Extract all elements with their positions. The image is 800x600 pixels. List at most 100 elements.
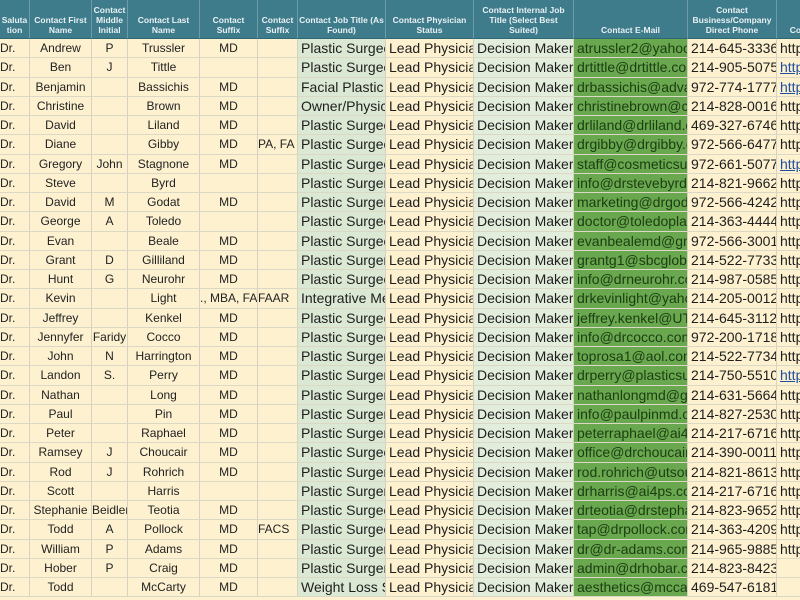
cell-physician-status[interactable]: Lead Physician (386, 558, 474, 578)
cell-middle-initial[interactable]: M (92, 193, 128, 213)
cell-suffix[interactable] (200, 212, 258, 232)
cell-job-title[interactable]: Plastic Surgeon (298, 135, 386, 155)
cell-last-name[interactable]: Trussler (128, 39, 200, 59)
cell-physician-status[interactable]: Lead Physician (386, 462, 474, 482)
cell-last-name[interactable]: Tittle (128, 58, 200, 78)
cell-phone[interactable]: 214-987-0585 (688, 270, 777, 290)
cell-suffix-2[interactable] (258, 173, 298, 193)
cell-suffix[interactable]: MD (200, 116, 258, 136)
cell-physician-status[interactable]: Lead Physician (386, 173, 474, 193)
cell-suffix-2[interactable] (258, 212, 298, 232)
cell-job-title[interactable]: Plastic Surgery (298, 462, 386, 482)
cell-suffix-2[interactable] (258, 231, 298, 251)
cell-middle-initial[interactable] (92, 173, 128, 193)
cell-job-title[interactable]: Plastic Surgeon (298, 270, 386, 290)
cell-email[interactable]: peterraphael@ai4p (574, 424, 688, 444)
cell-physician-status[interactable]: Lead Physician (386, 539, 474, 559)
cell-first-name[interactable]: Scott (30, 481, 92, 501)
cell-internal-job-title[interactable]: Decision Maker (474, 462, 574, 482)
cell-physician-status[interactable]: Lead Physician (386, 96, 474, 116)
cell-physician-status[interactable]: Lead Physician (386, 231, 474, 251)
cell-suffix[interactable]: MD (200, 404, 258, 424)
cell-internal-job-title[interactable]: Decision Maker (474, 443, 574, 463)
cell-middle-initial[interactable]: A (92, 212, 128, 232)
cell-middle-initial[interactable]: J (92, 462, 128, 482)
cell-last-name[interactable]: Harrington (128, 347, 200, 367)
cell-email[interactable]: drliland@drliland.c (574, 116, 688, 136)
cell-internal-job-title[interactable]: Decision Maker (474, 424, 574, 444)
cell-internal-job-title[interactable]: Decision Maker (474, 289, 574, 309)
cell-job-title[interactable]: Facial Plastic (298, 77, 386, 97)
cell-phone[interactable]: 214-750-5510 (688, 366, 777, 386)
cell-last-name[interactable]: Adams (128, 539, 200, 559)
cell-middle-initial[interactable]: D (92, 250, 128, 270)
cell-middle-initial[interactable] (92, 77, 128, 97)
cell-job-title[interactable]: Plastic Surgery (298, 347, 386, 367)
cell-last-name[interactable]: Perry (128, 366, 200, 386)
cell-first-name[interactable]: Stephanie (30, 501, 92, 521)
cell-url[interactable]: http (777, 58, 800, 78)
cell-suffix[interactable]: MD (200, 366, 258, 386)
cell-internal-job-title[interactable]: Decision Maker (474, 154, 574, 174)
cell-job-title[interactable]: Owner/Physician (298, 96, 386, 116)
cell-first-name[interactable]: Landon (30, 366, 92, 386)
cell-email[interactable]: info@drstevebyrd. (574, 173, 688, 193)
cell-internal-job-title[interactable]: Decision Maker (474, 173, 574, 193)
cell-phone[interactable]: 214-390-0011 (688, 443, 777, 463)
cell-first-name[interactable]: Gregory (30, 154, 92, 174)
cell-first-name[interactable]: Andrew (30, 39, 92, 59)
cell-suffix[interactable]: MD (200, 154, 258, 174)
cell-suffix-2[interactable] (258, 404, 298, 424)
cell-salutation[interactable]: Dr. (0, 443, 30, 463)
cell-last-name[interactable]: Choucair (128, 443, 200, 463)
cell-last-name[interactable]: Gibby (128, 135, 200, 155)
cell-salutation[interactable]: Dr. (0, 539, 30, 559)
cell-physician-status[interactable]: Lead Physician (386, 193, 474, 213)
cell-last-name[interactable]: Light (128, 289, 200, 309)
cell-last-name[interactable]: Neurohr (128, 270, 200, 290)
cell-physician-status[interactable]: Lead Physician (386, 154, 474, 174)
cell-salutation[interactable]: Dr. (0, 385, 30, 405)
cell-salutation[interactable]: Dr. (0, 212, 30, 232)
cell-first-name[interactable]: Evan (30, 231, 92, 251)
cell-email[interactable]: drharris@ai4ps.co (574, 481, 688, 501)
cell-suffix[interactable]: MD (200, 39, 258, 59)
cell-suffix-2[interactable] (258, 462, 298, 482)
cell-url[interactable]: http (777, 193, 800, 213)
cell-middle-initial[interactable]: N (92, 347, 128, 367)
cell-suffix[interactable]: ., MBA, FA (200, 289, 258, 309)
cell-suffix[interactable]: MD (200, 270, 258, 290)
cell-job-title[interactable]: Plastic Surgery (298, 558, 386, 578)
cell-suffix[interactable]: MD (200, 443, 258, 463)
cell-email[interactable]: drperry@plasticsu (574, 366, 688, 386)
cell-email[interactable]: info@paulpinmd.c (574, 404, 688, 424)
column-header-job-title[interactable]: Contact Job Title (As Found) (298, 0, 386, 39)
cell-internal-job-title[interactable]: Decision Maker (474, 116, 574, 136)
cell-suffix[interactable]: MD (200, 250, 258, 270)
cell-email[interactable]: nathanlongmd@gr (574, 385, 688, 405)
cell-url[interactable]: http (777, 386, 800, 405)
cell-email[interactable]: office@drchoucair (574, 443, 688, 463)
cell-url[interactable] (777, 578, 800, 598)
cell-url[interactable]: http (777, 482, 800, 501)
cell-first-name[interactable]: Paul (30, 404, 92, 424)
cell-salutation[interactable]: Dr. (0, 520, 30, 540)
cell-internal-job-title[interactable]: Decision Maker (474, 327, 574, 347)
column-header-middle-initial[interactable]: Contact Middle Initial (92, 0, 128, 39)
cell-suffix-2[interactable] (258, 558, 298, 578)
cell-email[interactable]: info@drcocco.com (574, 327, 688, 347)
cell-physician-status[interactable]: Lead Physician (386, 366, 474, 386)
cell-salutation[interactable]: Dr. (0, 327, 30, 347)
cell-salutation[interactable]: Dr. (0, 347, 30, 367)
cell-first-name[interactable]: Jeffrey (30, 308, 92, 328)
cell-email[interactable]: doctor@toledoplas (574, 212, 688, 232)
cell-last-name[interactable]: Stagnone (128, 154, 200, 174)
cell-first-name[interactable]: Todd (30, 520, 92, 540)
cell-job-title[interactable]: Plastic Surgeon (298, 212, 386, 232)
cell-suffix-2[interactable] (258, 77, 298, 97)
cell-internal-job-title[interactable]: Decision Maker (474, 39, 574, 59)
cell-middle-initial[interactable]: G (92, 270, 128, 290)
cell-suffix-2[interactable]: FACS (258, 520, 298, 540)
cell-middle-initial[interactable]: P (92, 558, 128, 578)
cell-salutation[interactable]: Dr. (0, 404, 30, 424)
